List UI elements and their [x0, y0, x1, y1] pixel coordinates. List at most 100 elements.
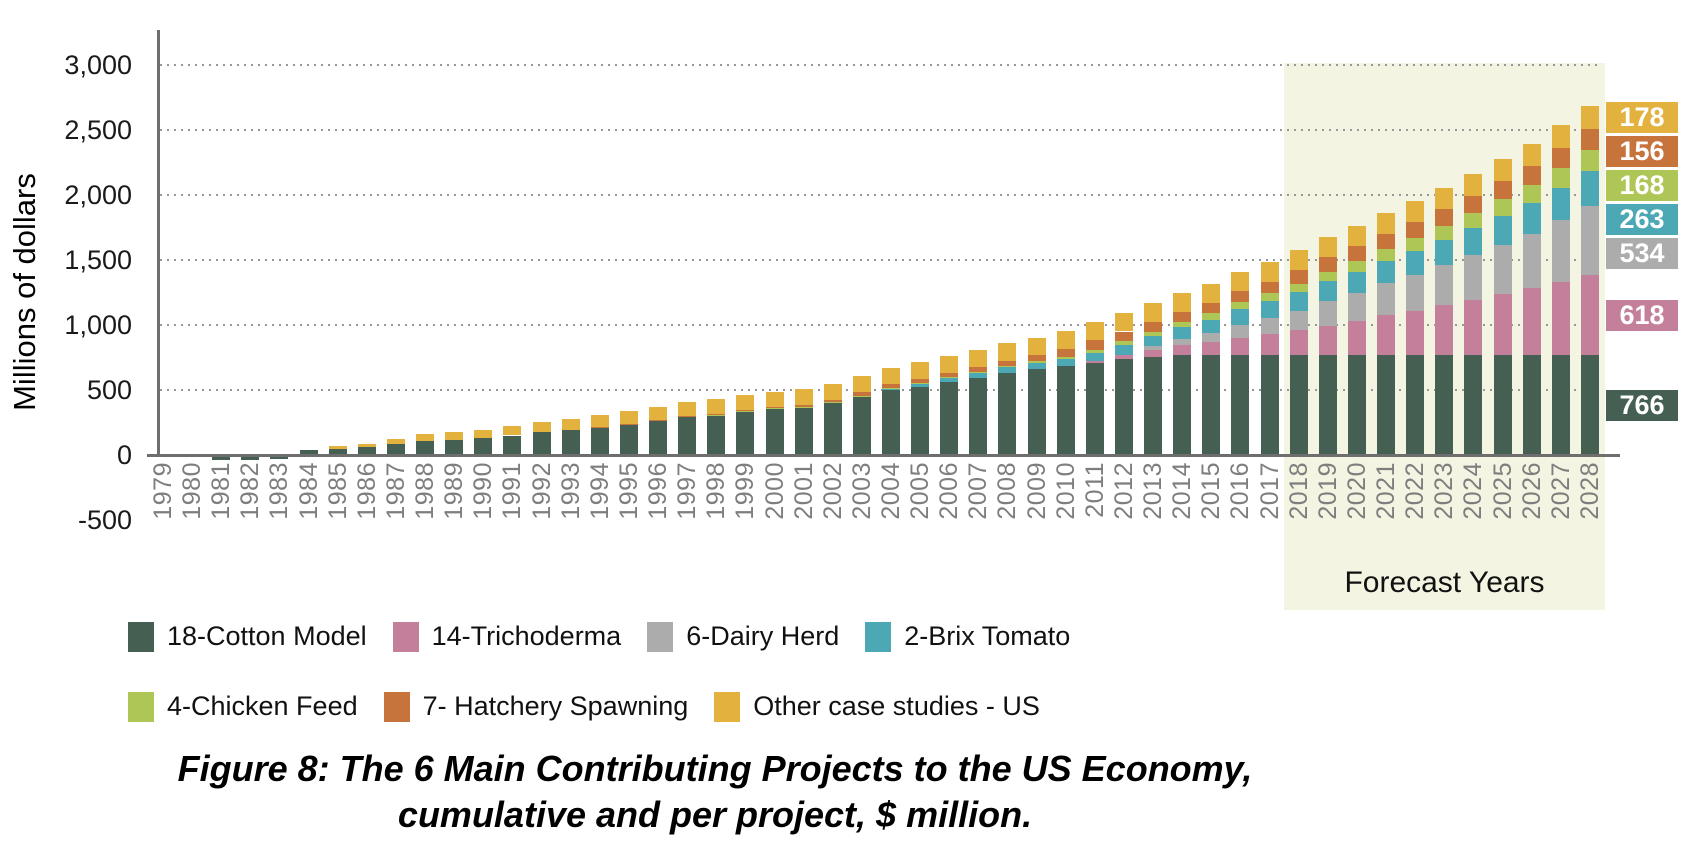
bar-segment-2026-18-Cotton Model [1522, 355, 1541, 455]
x-axis-label-1985: 1985 [323, 462, 352, 520]
bar-segment-2010-7- Hatchery Spawning [1056, 349, 1075, 357]
bar-segment-1986-Other case studies - US [357, 444, 376, 448]
bar-segment-2019-6-Dairy Herd [1318, 301, 1337, 326]
bar-segment-2017-7- Hatchery Spawning [1260, 281, 1279, 293]
legend-swatch-brix-tomato [865, 621, 892, 652]
bar-segment-2019-Other case studies - US [1318, 236, 1337, 258]
y-axis-tick-label-2000: 2,000 [64, 180, 132, 210]
legend-label-dairy-herd: 6-Dairy Herd [686, 621, 840, 651]
x-axis-label-2028: 2028 [1575, 462, 1604, 520]
x-axis-label-1997: 1997 [673, 462, 702, 520]
bar-segment-1988-Other case studies - US [416, 434, 435, 442]
y-axis-tick-label-1000: 1,000 [64, 310, 132, 340]
legend-swatch-cotton-model [128, 621, 154, 652]
end-label-14-Trichoderma: 618 [1606, 299, 1678, 331]
legend-label-brix-tomato: 2-Brix Tomato [904, 621, 1071, 651]
legend-item-brix-tomato: 2-Brix Tomato [865, 621, 1070, 652]
bar-segment-1997-Other case studies - US [678, 402, 697, 417]
legend-item-chicken-feed: 4-Chicken Feed [128, 691, 358, 722]
legend-item-dairy-herd: 6-Dairy Herd [647, 621, 839, 652]
bar-segment-2004-2-Brix Tomato [882, 388, 900, 390]
bar-segment-2013-14-Trichoderma [1144, 349, 1163, 357]
end-label-4-Chicken Feed: 168 [1606, 170, 1678, 202]
bar-segment-1996-18-Cotton Model [649, 421, 668, 455]
y-axis-tick-label-0: 0 [116, 440, 132, 470]
bar-segment-2013-Other case studies - US [1144, 303, 1163, 322]
bar-segment-2017-6-Dairy Herd [1260, 317, 1279, 334]
bar-segment-negative-1981-18-Cotton Model [212, 457, 231, 460]
bar-segment-2019-2-Brix Tomato [1318, 281, 1337, 302]
x-axis-label-2021: 2021 [1372, 462, 1401, 520]
bar-segment-2024-4-Chicken Feed [1464, 213, 1483, 228]
x-axis-label-1991: 1991 [498, 462, 527, 520]
bar-segment-1995-7- Hatchery Spawning [619, 423, 638, 425]
legend-item-hatchery-spawning: 7- Hatchery Spawning [383, 691, 688, 722]
x-axis-label-1990: 1990 [469, 462, 498, 520]
bar-segment-2023-7- Hatchery Spawning [1435, 209, 1454, 227]
bar-segment-2019-18-Cotton Model [1318, 355, 1337, 455]
bar-segment-2017-2-Brix Tomato [1260, 300, 1279, 318]
bar-segment-2001-4-Chicken Feed [794, 406, 813, 408]
x-axis-label-2017: 2017 [1255, 462, 1284, 520]
bar-segment-2000-18-Cotton Model [765, 408, 784, 455]
bar-segment-1999-7- Hatchery Spawning [736, 409, 755, 412]
gridline-2500 [160, 129, 1602, 131]
x-axis-label-2015: 2015 [1197, 462, 1226, 520]
bar-segment-2013-2-Brix Tomato [1144, 336, 1163, 347]
end-label-Other case studies - US: 178 [1606, 102, 1678, 134]
legend-swatch-hatchery-spawning [383, 691, 410, 722]
bar-segment-2017-18-Cotton Model [1260, 355, 1279, 455]
bar-segment-2015-6-Dairy Herd [1202, 333, 1221, 343]
bar-segment-2009-2-Brix Tomato [1027, 362, 1046, 370]
bar-segment-2013-4-Chicken Feed [1144, 331, 1163, 337]
bar-segment-2003-7- Hatchery Spawning [852, 392, 871, 397]
bar-segment-2028-Other case studies - US [1580, 106, 1599, 130]
bar-segment-2004-18-Cotton Model [882, 390, 900, 455]
bar-segment-2025-14-Trichoderma [1493, 294, 1512, 356]
legend-swatch-other-case-studies [714, 691, 741, 722]
bar-segment-2016-7- Hatchery Spawning [1231, 291, 1250, 303]
bar-segment-2022-7- Hatchery Spawning [1406, 222, 1425, 239]
bar-segment-2020-6-Dairy Herd [1347, 293, 1366, 321]
bar-segment-2027-4-Chicken Feed [1551, 167, 1570, 188]
bar-segment-2020-7- Hatchery Spawning [1347, 246, 1366, 262]
bar-segment-1992-Other case studies - US [532, 421, 551, 432]
bar-segment-2009-4-Chicken Feed [1027, 361, 1046, 363]
bar-segment-2022-4-Chicken Feed [1406, 238, 1425, 251]
x-axis-label-2020: 2020 [1342, 462, 1371, 520]
bar-segment-2014-4-Chicken Feed [1173, 321, 1192, 327]
bar-segment-2012-4-Chicken Feed [1114, 340, 1133, 345]
x-axis-label-2023: 2023 [1430, 462, 1459, 520]
bar-segment-2001-7- Hatchery Spawning [794, 404, 813, 407]
bar-segment-2023-6-Dairy Herd [1435, 265, 1454, 306]
x-axis-label-2027: 2027 [1546, 462, 1575, 520]
bar-segment-2018-Other case studies - US [1289, 250, 1308, 271]
bar-segment-2016-4-Chicken Feed [1231, 302, 1250, 310]
bar-segment-1994-Other case studies - US [590, 414, 609, 428]
end-label-7- Hatchery Spawning: 156 [1606, 136, 1678, 168]
bar-segment-2017-14-Trichoderma [1260, 333, 1279, 356]
figure-caption-line-1: Figure 8: The 6 Main Contributing Projec… [177, 748, 1253, 789]
bar-segment-2026-7- Hatchery Spawning [1522, 165, 1541, 185]
bar-segment-1991-Other case studies - US [503, 426, 522, 436]
bar-segment-2021-2-Brix Tomato [1377, 260, 1396, 284]
legend-label-other-case-studies: Other case studies - US [753, 691, 1040, 721]
y-axis-title: Millions of dollars [7, 173, 42, 411]
forecast-years-label: Forecast Years [1344, 566, 1545, 599]
bar-segment-2027-2-Brix Tomato [1551, 187, 1570, 221]
bar-segment-1998-18-Cotton Model [707, 415, 726, 455]
bar-segment-2027-18-Cotton Model [1551, 355, 1570, 455]
bar-segment-2000-7- Hatchery Spawning [765, 406, 784, 409]
bar-segment-2006-18-Cotton Model [940, 382, 959, 455]
x-axis-label-1992: 1992 [527, 462, 556, 520]
bar-segment-2011-14-Trichoderma [1085, 361, 1104, 364]
bar-segment-2014-7- Hatchery Spawning [1173, 312, 1192, 322]
bar-segment-1993-18-Cotton Model [561, 430, 580, 455]
x-axis-label-1995: 1995 [614, 462, 643, 520]
bar-segment-2014-14-Trichoderma [1173, 345, 1192, 356]
bar-segment-2003-4-Chicken Feed [852, 396, 871, 397]
bar-segment-2005-7- Hatchery Spawning [911, 378, 930, 383]
x-axis-label-1984: 1984 [294, 462, 323, 520]
bar-segment-2012-2-Brix Tomato [1114, 344, 1133, 355]
x-axis-label-1994: 1994 [585, 462, 614, 520]
